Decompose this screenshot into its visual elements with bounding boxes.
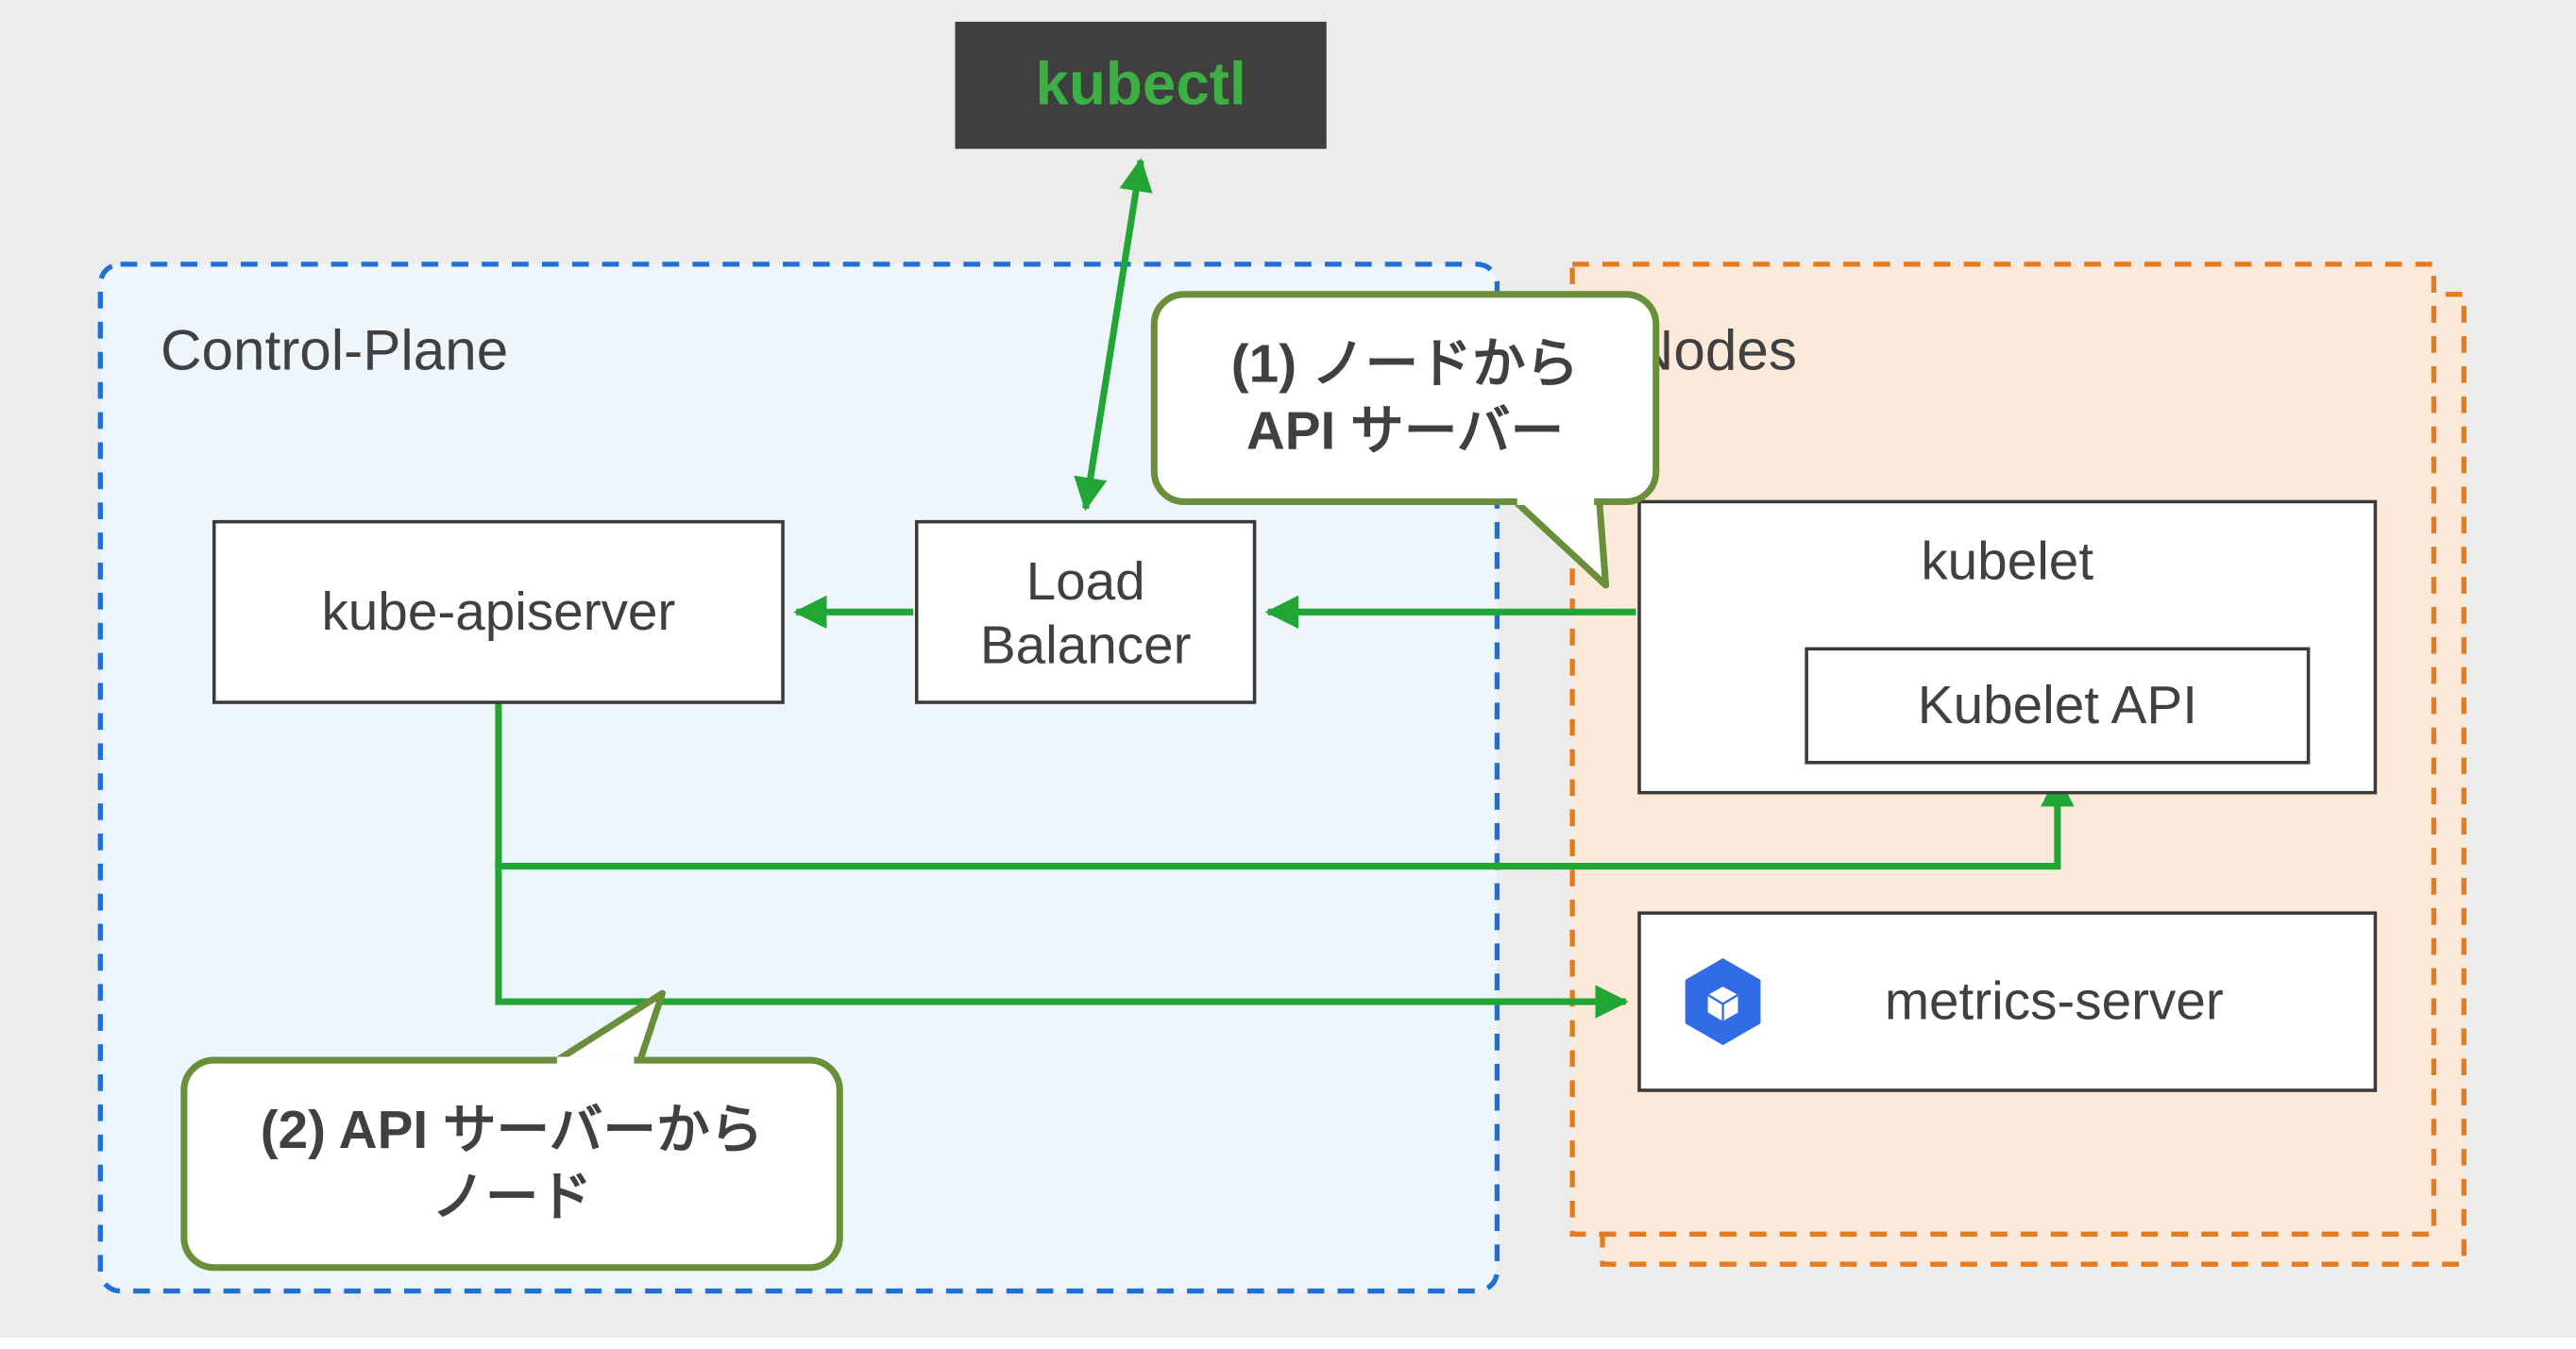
kubelet-api-box: Kubelet API <box>1806 649 2308 762</box>
kube-apiserver-label: kube-apiserver <box>321 582 675 642</box>
callout-2-line1: (2) API サーバーから <box>261 1101 764 1160</box>
control-plane-label: Control-Plane <box>161 317 508 381</box>
kubectl-label: kubectl <box>1035 50 1246 118</box>
kube-apiserver-box: kube-apiserver <box>214 522 783 702</box>
load-balancer-label-1: Load <box>1026 552 1145 612</box>
kubectl-box: kubectl <box>957 24 1325 147</box>
metrics-server-label: metrics-server <box>1885 972 2224 1032</box>
callout-1-line2: API サーバー <box>1246 402 1564 462</box>
callout-1-line1: (1) ノードから <box>1231 335 1579 395</box>
kubelet-label: kubelet <box>1921 532 2093 592</box>
load-balancer-label-2: Balancer <box>980 615 1192 675</box>
load-balancer-box: LoadBalancer <box>917 522 1255 702</box>
callout-2-line2: ノード <box>432 1168 592 1227</box>
kubelet-api-label: Kubelet API <box>1918 676 2197 735</box>
metrics-server-box: metrics-server <box>1639 913 2375 1090</box>
